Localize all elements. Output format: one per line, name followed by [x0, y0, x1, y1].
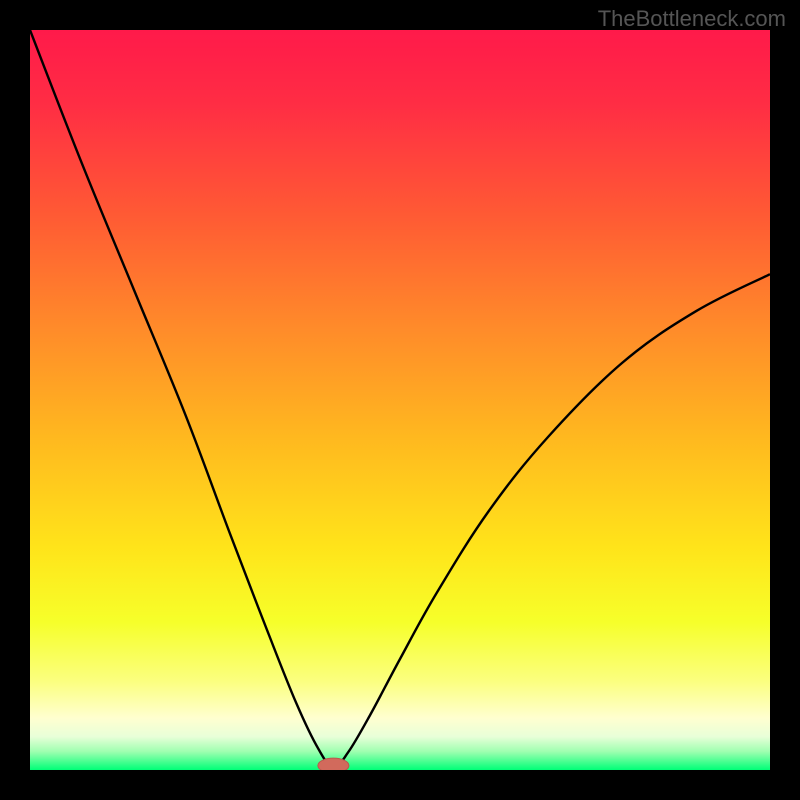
minimum-marker [318, 758, 349, 773]
bottleneck-chart [0, 0, 800, 800]
chart-container: TheBottleneck.com [0, 0, 800, 800]
